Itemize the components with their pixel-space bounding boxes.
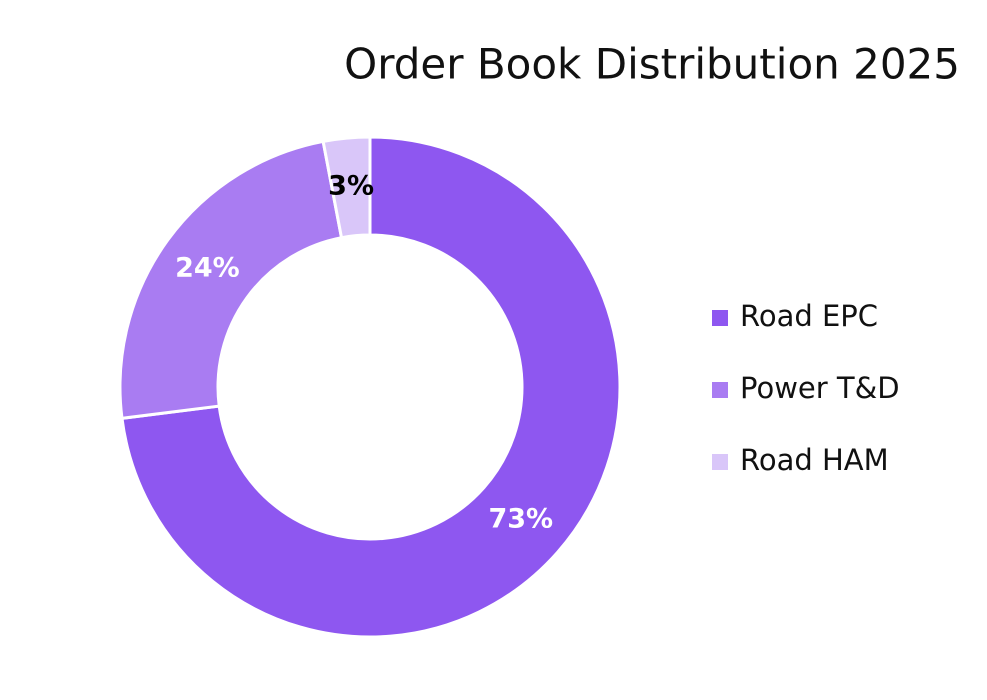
data-label: 24% <box>175 252 240 283</box>
data-label: 3% <box>328 170 374 201</box>
legend-swatch <box>712 310 728 326</box>
chart-title: Order Book Distribution 2025 <box>344 40 960 89</box>
donut-segment <box>120 135 622 639</box>
legend-swatch <box>712 454 728 470</box>
legend-label: Power T&D <box>740 371 900 405</box>
legend-label: Road EPC <box>740 299 878 333</box>
legend-swatch <box>712 382 728 398</box>
data-label: 73% <box>488 503 553 534</box>
donut-segment <box>118 139 344 421</box>
donut-segment <box>321 135 372 240</box>
legend-label: Road HAM <box>740 443 889 477</box>
